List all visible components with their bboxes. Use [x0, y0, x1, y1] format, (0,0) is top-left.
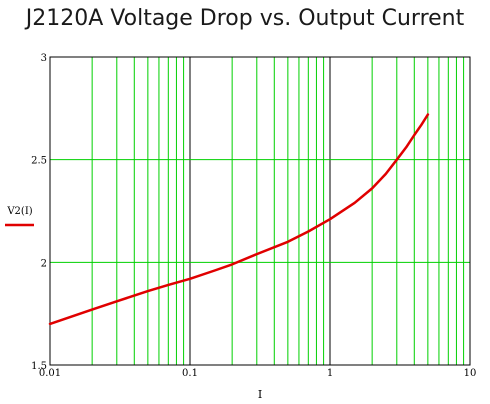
- grid-layer: [50, 57, 470, 365]
- x-tick-label: 1: [327, 368, 333, 379]
- x-tick-label: 0.1: [182, 368, 198, 379]
- series-layer: [48, 113, 430, 326]
- x-tick-label: 10: [464, 368, 477, 379]
- y-tick-label: 1.5: [31, 361, 47, 372]
- tick-labels: 0.01 0.1 1 10 1.5 2 2.5 3: [31, 53, 476, 379]
- x-axis-label: I: [258, 388, 262, 401]
- y-tick-label: 2.5: [31, 156, 47, 167]
- x-tick-label: 0.01: [39, 368, 61, 379]
- y-tick-label: 2: [41, 258, 47, 269]
- y-tick-label: 3: [41, 53, 47, 64]
- chart-title: J2120A Voltage Drop vs. Output Current: [25, 6, 465, 31]
- legend-label: V2(I): [6, 206, 32, 217]
- plot-frame: [49, 56, 471, 366]
- series-line-v2: [48, 113, 430, 326]
- legend: V2(I): [5, 206, 34, 227]
